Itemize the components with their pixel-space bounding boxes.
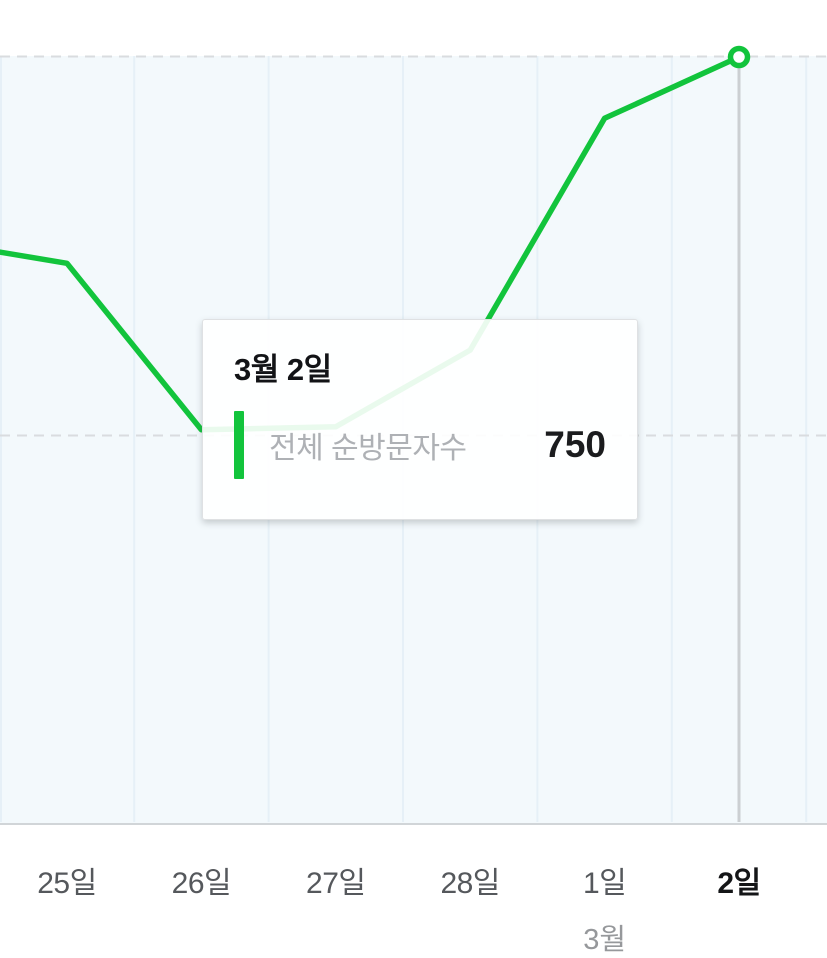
x-axis-label-25: 25일 <box>37 867 97 900</box>
x-axis-label-28: 28일 <box>440 867 500 900</box>
tooltip-series-label: 전체 순방문자수 <box>269 432 467 465</box>
x-axis-label-2: 2일 <box>717 867 761 900</box>
x-axis-month-label: 3월 <box>583 924 626 956</box>
x-axis-label-26: 26일 <box>171 867 232 900</box>
tooltip-date-title: 3월 2일 <box>234 352 332 387</box>
tooltip-series-row: 전체 순방문자수 750 <box>234 411 606 479</box>
tooltip-value: 750 <box>544 424 606 465</box>
x-axis-label-27: 27일 <box>306 867 366 900</box>
x-axis-label-1: 1일 <box>582 867 627 900</box>
chart-tooltip: 3월 2일 전체 순방문자수 750 <box>202 319 638 520</box>
series-color-swatch <box>234 411 244 479</box>
selected-point-marker[interactable] <box>727 45 751 69</box>
